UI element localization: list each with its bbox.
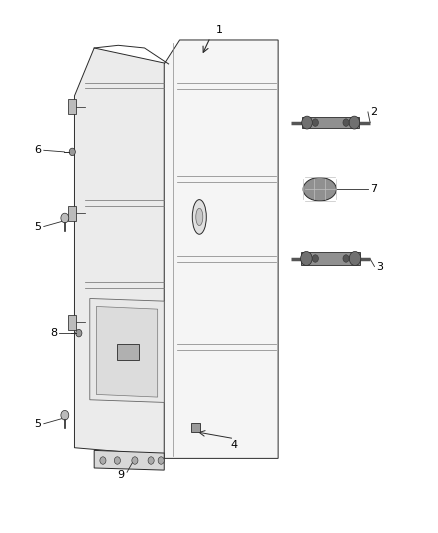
Text: 7: 7 bbox=[370, 184, 377, 194]
Text: 3: 3 bbox=[377, 262, 384, 271]
Circle shape bbox=[300, 252, 312, 265]
Circle shape bbox=[312, 255, 318, 262]
Circle shape bbox=[148, 457, 154, 464]
Polygon shape bbox=[164, 40, 278, 458]
Text: 5: 5 bbox=[35, 419, 42, 429]
Ellipse shape bbox=[303, 177, 336, 201]
Circle shape bbox=[349, 116, 360, 129]
Polygon shape bbox=[94, 450, 164, 470]
Text: 9: 9 bbox=[117, 471, 124, 480]
Circle shape bbox=[343, 119, 349, 126]
Ellipse shape bbox=[192, 200, 206, 235]
Text: 5: 5 bbox=[35, 222, 42, 231]
Polygon shape bbox=[90, 298, 164, 402]
Bar bbox=[68, 315, 76, 330]
Bar bbox=[68, 206, 76, 221]
Circle shape bbox=[132, 457, 138, 464]
Circle shape bbox=[76, 329, 82, 337]
Bar bbox=[117, 344, 139, 360]
Circle shape bbox=[343, 255, 349, 262]
Circle shape bbox=[100, 457, 106, 464]
Circle shape bbox=[114, 457, 120, 464]
Circle shape bbox=[61, 410, 69, 420]
Circle shape bbox=[349, 252, 361, 265]
Ellipse shape bbox=[196, 208, 203, 225]
Circle shape bbox=[158, 457, 164, 464]
Text: 8: 8 bbox=[50, 328, 57, 338]
Polygon shape bbox=[74, 48, 169, 456]
Circle shape bbox=[61, 213, 69, 223]
Circle shape bbox=[302, 116, 312, 129]
Text: 4: 4 bbox=[231, 440, 238, 450]
Circle shape bbox=[69, 148, 75, 156]
Bar bbox=[301, 252, 360, 265]
Bar bbox=[302, 117, 359, 128]
Polygon shape bbox=[96, 306, 158, 397]
Bar bbox=[68, 99, 76, 114]
Circle shape bbox=[312, 119, 318, 126]
Text: 1: 1 bbox=[215, 25, 223, 35]
Text: 6: 6 bbox=[35, 146, 42, 155]
Bar bbox=[191, 423, 200, 432]
Text: 2: 2 bbox=[370, 107, 377, 117]
